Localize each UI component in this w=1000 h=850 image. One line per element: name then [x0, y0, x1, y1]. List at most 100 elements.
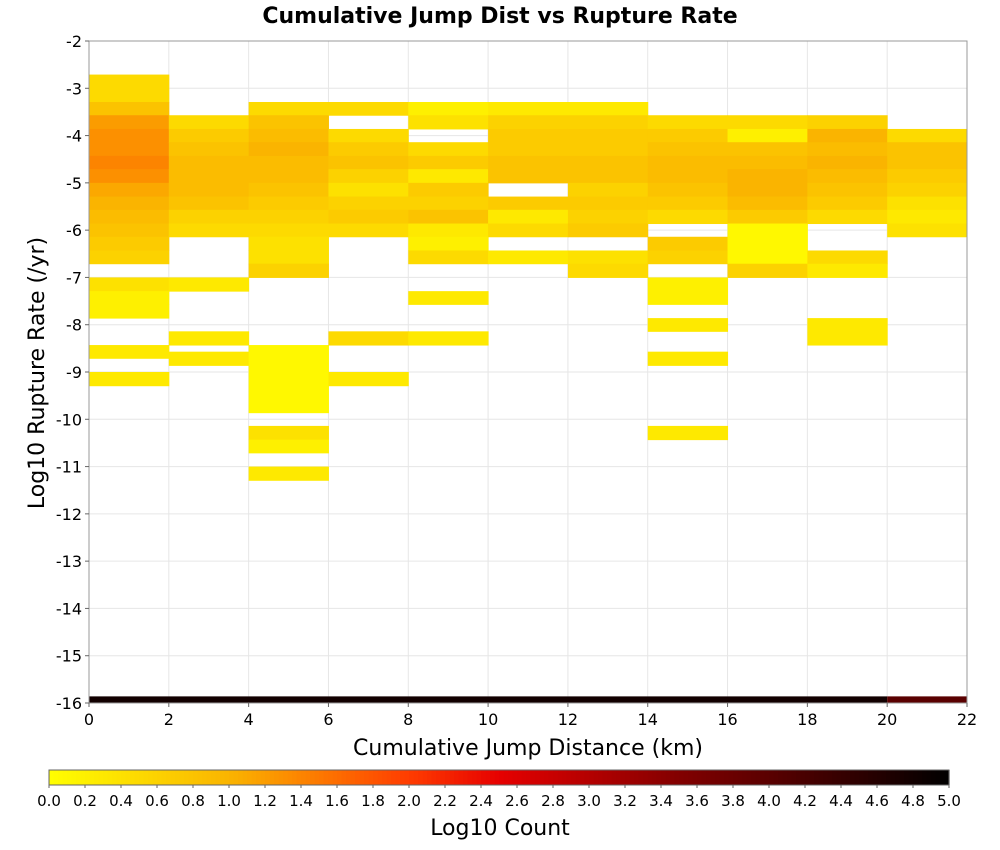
x-tick-label: 10	[478, 710, 498, 729]
heatmap-cell	[887, 128, 968, 143]
colorbar-segment	[836, 770, 842, 785]
colorbar-tick-label: 5.0	[937, 792, 961, 810]
heatmap-cell	[647, 128, 729, 143]
x-tick-label: 20	[877, 710, 897, 729]
colorbar-segment	[58, 770, 64, 785]
heatmap-cell	[807, 169, 888, 184]
heatmap-cell	[488, 101, 569, 116]
colorbar-segment	[697, 770, 703, 785]
heatmap-cell	[89, 182, 170, 198]
colorbar-tick-label: 4.6	[865, 792, 889, 810]
colorbar-segment	[629, 770, 635, 785]
colorbar-tick-label: 3.2	[613, 792, 637, 810]
heatmap-cell	[727, 209, 808, 225]
heatmap-cell	[408, 182, 489, 198]
heatmap-cell	[408, 196, 489, 211]
colorbar-segment	[643, 770, 649, 785]
heatmap-cell	[328, 142, 409, 157]
colorbar-segment	[323, 770, 329, 785]
heatmap-cell	[567, 115, 649, 130]
colorbar-segment	[350, 770, 356, 785]
heatmap-cell	[248, 439, 329, 454]
colorbar-segment	[494, 770, 500, 785]
colorbar-segment	[845, 770, 851, 785]
y-tick-label: -6	[66, 221, 82, 240]
colorbar-segment	[755, 770, 761, 785]
heatmap-cell	[248, 223, 329, 238]
colorbar-segment	[787, 770, 793, 785]
heatmap-cell	[647, 318, 729, 332]
heatmap-cell	[408, 331, 489, 346]
heatmap-cell	[89, 236, 170, 251]
heatmap-cell	[328, 196, 409, 211]
heatmap-cell	[727, 169, 808, 184]
colorbar-segment	[188, 770, 194, 785]
heatmap-cell	[408, 209, 489, 225]
y-tick-label: -13	[56, 552, 82, 571]
heatmap-cell	[408, 142, 489, 157]
colorbar-segment	[553, 770, 559, 785]
colorbar-segment	[724, 770, 730, 785]
colorbar-segment	[449, 770, 455, 785]
colorbar-segment	[814, 770, 820, 785]
colorbar-segment	[868, 770, 874, 785]
heatmap-cell	[807, 263, 888, 278]
colorbar-tick-label: 1.4	[289, 792, 313, 810]
colorbar-segment	[436, 770, 442, 785]
colorbar-segment	[665, 770, 671, 785]
y-tick-label: -7	[66, 268, 82, 287]
colorbar-segment	[602, 770, 608, 785]
heatmap-cell	[408, 155, 489, 170]
colorbar-segment	[904, 770, 910, 785]
colorbar-segment	[202, 770, 208, 785]
colorbar-segment	[571, 770, 577, 785]
y-tick-label: -3	[66, 79, 82, 98]
colorbar-segment	[688, 770, 694, 785]
heatmap-cell	[408, 223, 489, 238]
colorbar-segment	[872, 770, 878, 785]
colorbar-segment	[193, 770, 199, 785]
heatmap-cell	[727, 196, 808, 211]
heatmap-cell	[647, 169, 729, 184]
colorbar-segment	[359, 770, 365, 785]
colorbar-segment	[499, 770, 505, 785]
heatmap-cell	[488, 223, 569, 238]
colorbar-segment	[611, 770, 617, 785]
colorbar-segment	[683, 770, 689, 785]
colorbar-segment	[427, 770, 433, 785]
colorbar-segment	[224, 770, 230, 785]
heatmap-cell	[567, 128, 649, 143]
heatmap-cell	[567, 101, 649, 116]
colorbar-segment	[701, 770, 707, 785]
x-tick-label: 18	[797, 710, 817, 729]
heatmap-cell	[248, 345, 329, 414]
x-tick-label: 0	[84, 710, 94, 729]
colorbar	[48, 769, 950, 786]
colorbar-segment	[809, 770, 815, 785]
heatmap-cell	[807, 250, 888, 265]
heatmap-cell	[727, 263, 808, 278]
colorbar-segment	[206, 770, 212, 785]
heatmap-cell	[408, 236, 489, 251]
heatmap-cell	[408, 291, 489, 305]
colorbar-segment	[796, 770, 802, 785]
colorbar-segment	[161, 770, 167, 785]
colorbar-segment	[467, 770, 473, 785]
colorbar-segment	[238, 770, 244, 785]
heatmap-cell	[89, 115, 170, 130]
colorbar-segment	[940, 770, 946, 785]
heatmap-cell	[248, 466, 329, 481]
colorbar-segment	[490, 770, 496, 785]
heatmap-cell	[807, 155, 888, 170]
colorbar-segment	[67, 770, 73, 785]
colorbar-segment	[364, 770, 370, 785]
heatmap-cell	[567, 209, 649, 225]
colorbar-segment	[89, 770, 95, 785]
colorbar-segment	[782, 770, 788, 785]
colorbar-segment	[71, 770, 77, 785]
colorbar-segment	[184, 770, 190, 785]
colorbar-segment	[148, 770, 154, 785]
heatmap-cell	[89, 128, 170, 143]
colorbar-segment	[733, 770, 739, 785]
colorbar-segment	[278, 770, 284, 785]
